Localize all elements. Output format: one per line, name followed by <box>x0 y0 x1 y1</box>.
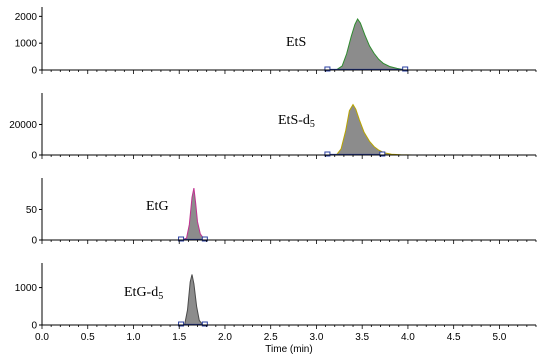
x-tick-label: 2.0 <box>218 332 232 343</box>
panel-4: 0 1000 EtG-d5 <box>15 263 537 332</box>
x-tick-label: 1.5 <box>172 332 186 343</box>
x-axis-title: Time (min) <box>265 344 312 355</box>
x-tick-label: 4.5 <box>447 332 461 343</box>
trace-line <box>42 187 536 241</box>
x-tick-label: 3.0 <box>309 332 323 343</box>
window-start-marker <box>324 151 331 157</box>
compound-label: EtG-d5 <box>124 285 163 302</box>
trace-line <box>42 18 536 71</box>
x-tick-label: 4.0 <box>401 332 415 343</box>
compound-label: EtG <box>146 199 169 214</box>
window-end-marker <box>201 236 208 242</box>
y-tick-label: 0 <box>31 66 37 77</box>
compound-label: EtS-d5 <box>278 113 315 130</box>
x-tick-label: 5.0 <box>492 332 506 343</box>
window-end-marker <box>402 66 409 72</box>
window-start-marker <box>324 66 331 72</box>
window-end-marker <box>201 321 208 327</box>
y-tick-label: 20000 <box>9 120 37 131</box>
window-start-marker <box>178 236 185 242</box>
window-end-marker <box>379 151 386 157</box>
peak-area <box>42 274 536 325</box>
trace-line <box>42 103 536 156</box>
compound-label: EtS <box>286 35 306 50</box>
x-tick-label: 0.5 <box>81 332 95 343</box>
y-tick-label: 50 <box>26 205 38 216</box>
x-tick-label: 2.5 <box>264 332 278 343</box>
compound-label-subscript: 5 <box>310 119 315 130</box>
compound-label-subscript: 5 <box>158 291 163 302</box>
x-axis-labels: 0.0 0.5 1.0 1.5 2.0 2.5 3.0 3.5 4.0 4.5 5.0 Time (m… <box>35 332 507 355</box>
y-tick-label: 1000 <box>15 39 38 50</box>
trace-line <box>42 274 536 326</box>
y-tick-label: 0 <box>31 321 37 332</box>
y-tick-label: 1000 <box>15 283 38 294</box>
y-tick-label: 2000 <box>15 12 38 23</box>
x-tick-label: 0.0 <box>35 332 49 343</box>
x-tick-label: 1.0 <box>127 332 141 343</box>
y-tick-label: 0 <box>31 151 37 162</box>
y-tick-label: 0 <box>31 236 37 247</box>
peak-area <box>42 188 536 240</box>
window-start-marker <box>178 321 185 327</box>
panel-1: 0 1000 2000 EtS <box>15 7 537 77</box>
x-tick-label: 3.5 <box>355 332 369 343</box>
panel-3: 0 50 EtG <box>26 178 537 247</box>
panel-2: 0 20000 EtS-d5 <box>9 93 537 162</box>
